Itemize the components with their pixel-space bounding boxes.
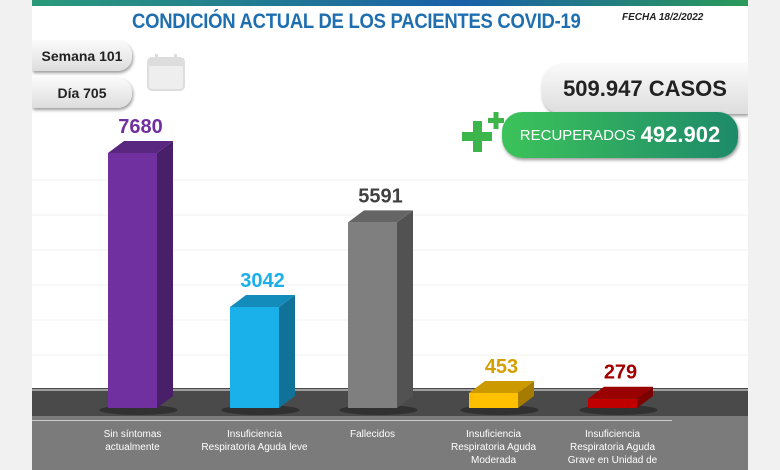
page-title: CONDICIÓN ACTUAL DE LOS PACIENTES COVID-… xyxy=(132,10,581,33)
recovered-label: RECUPERADOS xyxy=(519,126,636,144)
bar-top xyxy=(230,294,295,307)
calendar-icon xyxy=(147,54,185,91)
bar-top xyxy=(348,210,413,223)
bar xyxy=(108,153,157,408)
category-label: Fallecidos xyxy=(349,429,396,440)
date-label: FECHA 18/2/2022 xyxy=(622,12,704,23)
week-badge: Semana 101 xyxy=(32,41,132,71)
bar xyxy=(230,306,279,408)
bar-side xyxy=(518,380,534,408)
bar-top xyxy=(469,380,534,393)
total-cases: 509.947 CASOS xyxy=(542,64,748,114)
top-banner xyxy=(32,0,748,6)
plus-icon xyxy=(462,112,504,152)
value-label: 5591 xyxy=(358,185,403,207)
category-label: Sin síntomas actualmente xyxy=(103,429,162,453)
bar-top xyxy=(108,141,173,153)
bar-side xyxy=(397,210,413,408)
value-label: 279 xyxy=(604,362,637,384)
value-label: 453 xyxy=(485,356,518,378)
day-badge: Día 705 xyxy=(32,78,132,108)
bar xyxy=(588,398,637,408)
bar-side xyxy=(637,386,653,408)
category-label: Insuficiencia Respiratoria Aguda Moderad… xyxy=(450,429,537,466)
bar-side xyxy=(279,294,295,408)
recovered-badge: RECUPERADOS 492.902 xyxy=(502,112,738,158)
recovered-value: 492.902 xyxy=(640,122,721,147)
infographic: CONDICIÓN ACTUAL DE LOS PACIENTES COVID-… xyxy=(32,0,748,470)
category-label: Insuficiencia Respiratoria Aguda leve xyxy=(201,429,308,453)
value-label: 7680 xyxy=(118,116,163,138)
divider xyxy=(32,420,672,421)
bar-chart: 7680 3042 5591 453 279 xyxy=(32,116,748,415)
bar xyxy=(348,222,397,408)
value-label: 3042 xyxy=(240,270,285,292)
label-band xyxy=(32,416,748,470)
bar xyxy=(469,392,518,408)
bar-side xyxy=(157,141,173,408)
bar-top xyxy=(588,386,653,399)
category-label: Insuficiencia Respiratoria Aguda Grave e… xyxy=(567,429,658,466)
